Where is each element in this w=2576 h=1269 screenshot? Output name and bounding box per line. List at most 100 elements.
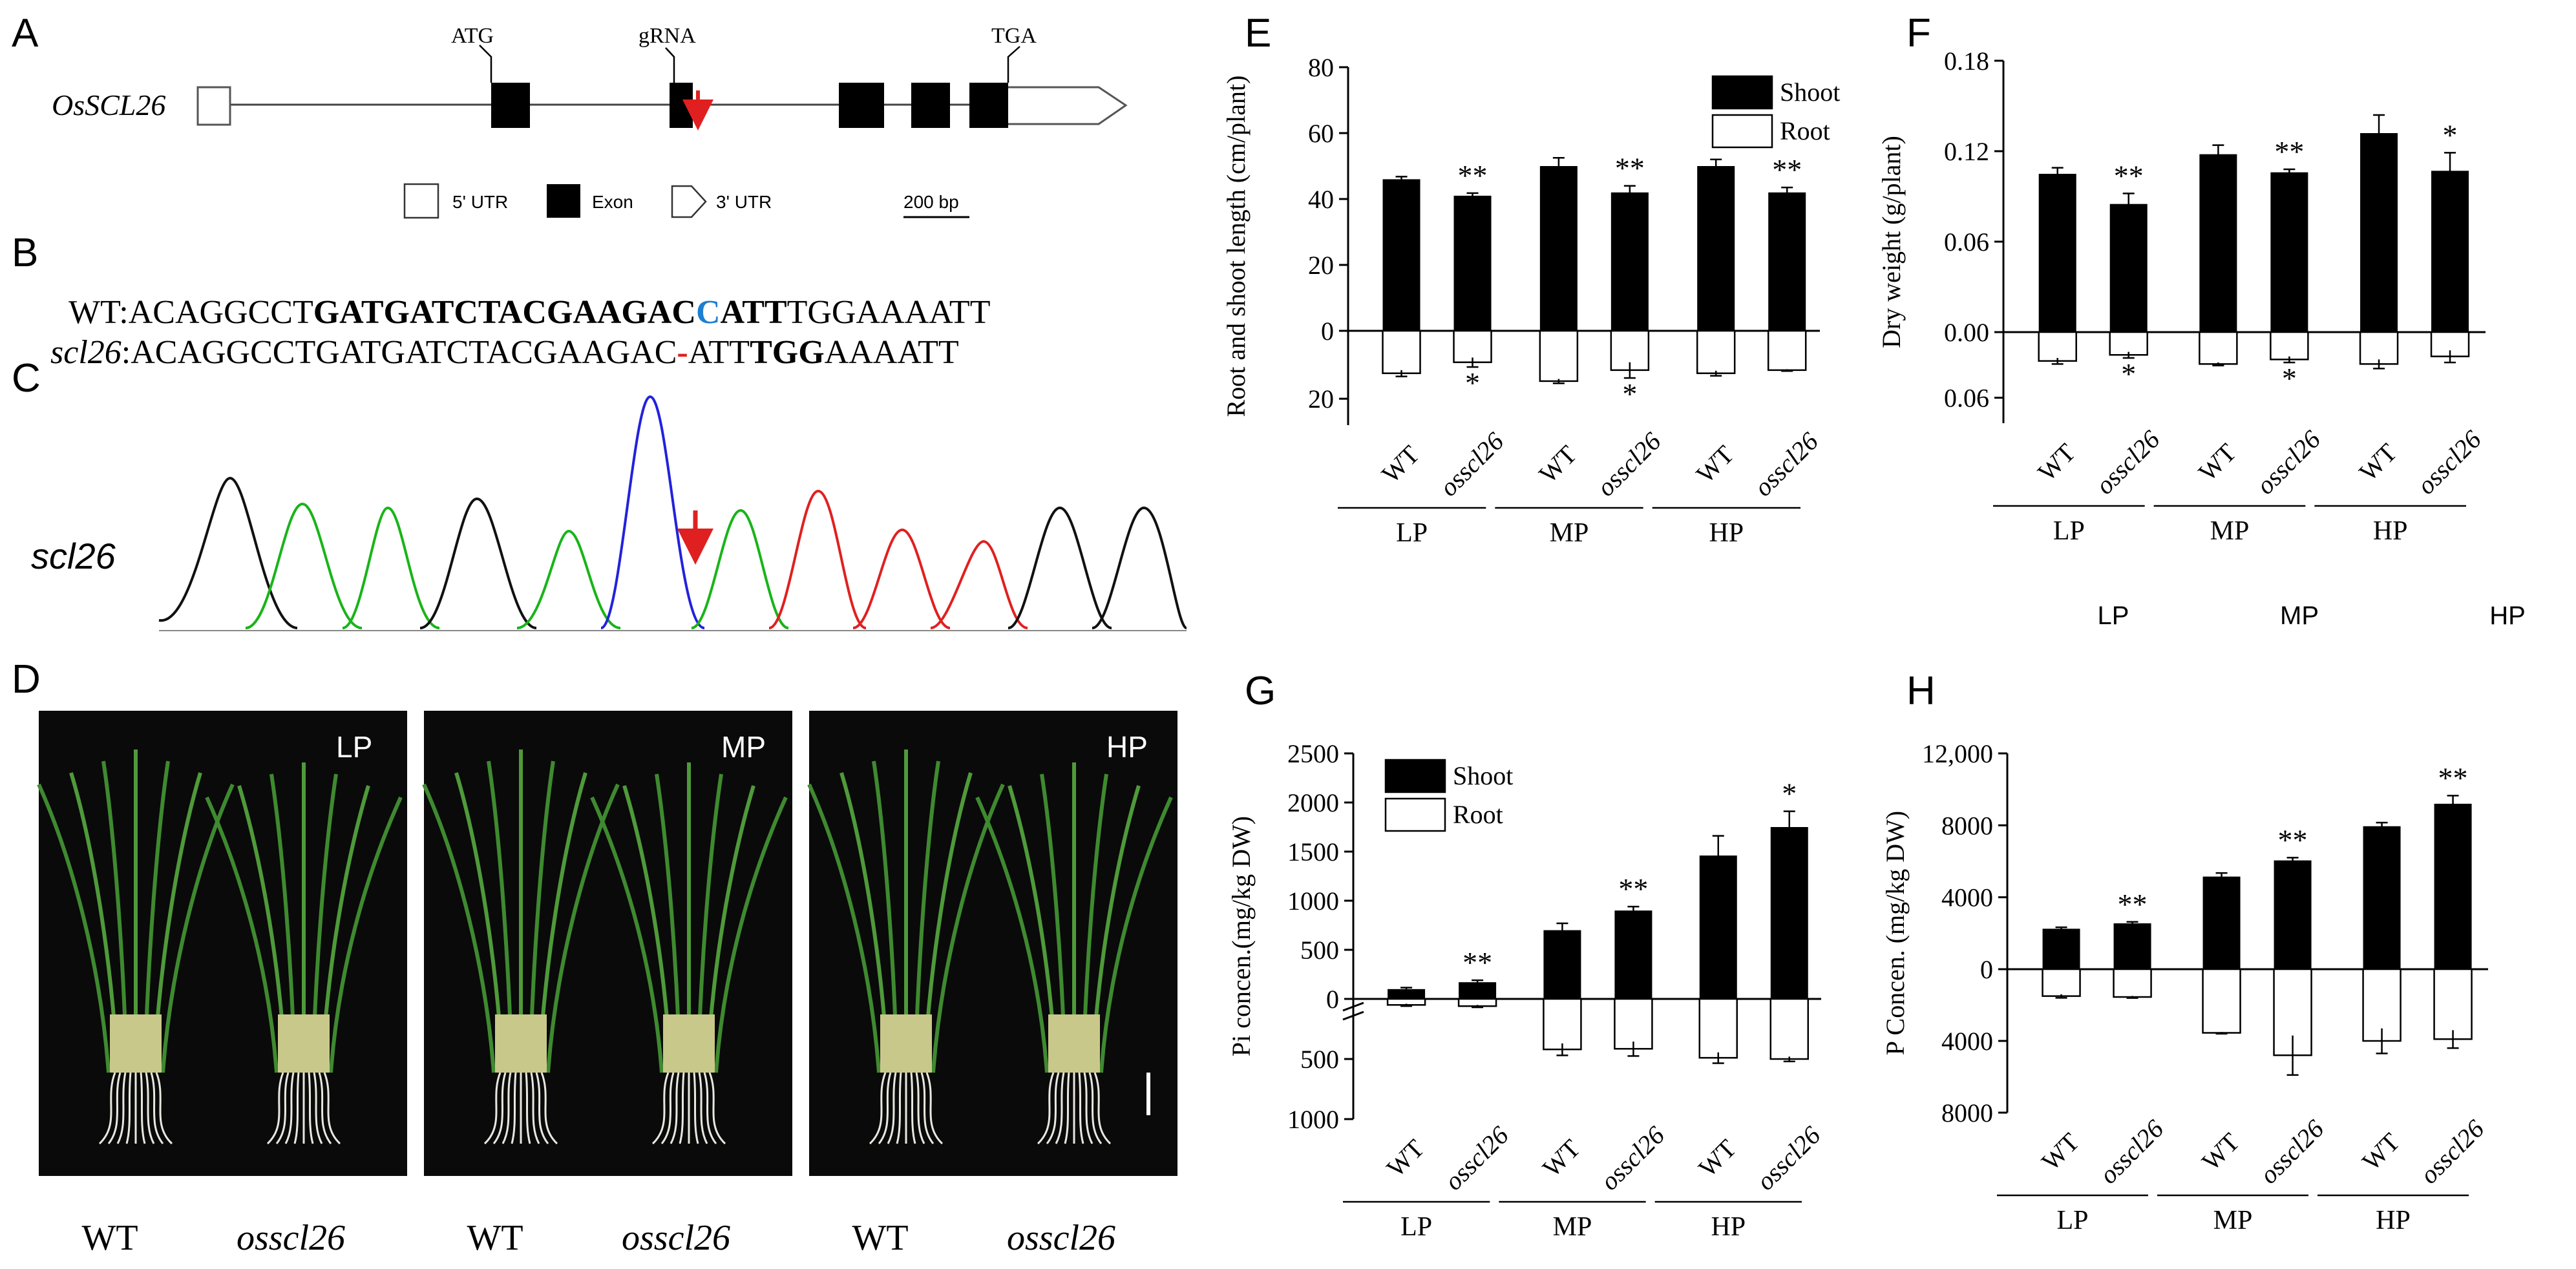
root — [703, 1072, 717, 1144]
root-significance: * — [2121, 357, 2136, 390]
legend-exon-box — [547, 184, 580, 218]
genotype-label: WT — [1376, 440, 1425, 489]
root-bar — [2433, 968, 2473, 1040]
root — [1037, 1072, 1055, 1145]
group-label: HP — [2376, 1206, 2411, 1235]
root — [670, 1072, 680, 1144]
shoot-bar — [1453, 195, 1492, 331]
y-tick-label: 2000 — [1287, 788, 1339, 817]
stem-base — [663, 1014, 715, 1073]
peak-10 — [930, 540, 1028, 629]
y-tick-label: 500 — [1300, 936, 1339, 965]
root-bar — [2038, 331, 2077, 362]
photo-lp: LP — [37, 711, 407, 1176]
photo-background — [424, 711, 792, 1176]
leaf — [205, 796, 279, 1073]
shoot-bar — [2363, 826, 2401, 969]
y-tick-label: 0.06 — [1944, 227, 1989, 257]
shoot-significance: ** — [1615, 152, 1645, 185]
genotype-label: WT — [2036, 1127, 2085, 1177]
genotype-label: WT — [1693, 1134, 1742, 1183]
extra-group-label: MP — [2280, 602, 2319, 630]
shoot-significance: ** — [1462, 946, 1492, 979]
shoot-significance: ** — [2114, 159, 2144, 192]
genotype-label: osscl26 — [1434, 426, 1510, 502]
root — [107, 1072, 121, 1144]
y-tick-label: 0.12 — [1944, 137, 1989, 166]
chart-e: 0 20 40 60 80 20 Root and shoot length (cm/pla… — [1221, 53, 1840, 548]
leaf — [422, 783, 496, 1073]
photo-background — [809, 711, 1177, 1176]
root — [492, 1072, 507, 1144]
photo-hp: HP — [807, 711, 1177, 1176]
exon-3 — [839, 83, 884, 128]
root — [501, 1072, 512, 1144]
root-bar — [1696, 330, 1736, 374]
group-label: LP — [2056, 1206, 2088, 1235]
genotype-label: WT — [1537, 1134, 1586, 1183]
genotype-label: osscl26 — [2250, 425, 2326, 500]
root — [125, 1072, 132, 1144]
genotype-label: osscl26 — [1748, 426, 1824, 502]
root — [1055, 1072, 1065, 1144]
group-label: MP — [2213, 1206, 2253, 1235]
exon-4 — [911, 83, 950, 128]
y-tick-label: 0.18 — [1944, 47, 1989, 76]
chromatogram-label: scl26 — [31, 536, 116, 576]
panel-f-letter: F — [1906, 11, 1931, 56]
legend-utr3-label: 3' UTR — [716, 192, 772, 212]
chart-h: 0 4000 8000 12,000 4000 8000 P Concen. (mg/kg … — [1881, 739, 2489, 1235]
y-tick-label: 4000 — [1941, 883, 1993, 912]
panel-a-letter: A — [12, 11, 39, 56]
root-bar — [1614, 998, 1653, 1050]
shoot-bar — [1770, 827, 1808, 999]
root — [869, 1072, 887, 1145]
group-label: LP — [2053, 516, 2085, 546]
wt-plants — [422, 750, 620, 1145]
peak-7 — [691, 509, 789, 629]
genotype-label: osscl26 — [2094, 1114, 2170, 1190]
tga-label: TGA — [991, 24, 1037, 48]
leaf — [931, 783, 1005, 1073]
peak-5 — [516, 529, 621, 629]
y-tick-label: 60 — [1308, 119, 1334, 148]
root — [878, 1072, 892, 1144]
shoot-bar — [2360, 133, 2398, 332]
root — [318, 1072, 332, 1144]
root-bar — [2202, 968, 2241, 1034]
root-bar — [2199, 331, 2238, 365]
root — [530, 1072, 540, 1144]
y-tick-label: 1000 — [1287, 1105, 1339, 1134]
legend-label: Root — [1780, 116, 1830, 145]
panel-a: A OsSCL26 ATG gRNA TGA 5' UTR Exon 3' UT… — [12, 11, 1128, 219]
photo-condition-label: HP — [1106, 730, 1148, 764]
leaf — [329, 796, 403, 1073]
stem-base — [278, 1014, 330, 1073]
root — [150, 1072, 164, 1144]
shoot-bar — [2431, 171, 2469, 332]
legend-label: Root — [1453, 800, 1503, 829]
panel-c: C scl26 — [12, 356, 1188, 631]
utr3-arrow — [1008, 86, 1128, 125]
root-bar — [2359, 331, 2399, 365]
root-bar — [1767, 330, 1807, 372]
photo-mutant-label: osscl26 — [237, 1218, 345, 1258]
group-label: LP — [1400, 1212, 1432, 1242]
root — [323, 1072, 341, 1145]
group-label: MP — [2210, 516, 2250, 546]
gene-name: OsSCL26 — [52, 89, 165, 121]
wt-sequence: WT:ACAGGCCTGATGATCTACGAAGACCATTTGGAAAATT — [69, 294, 990, 331]
peak-3 — [342, 506, 440, 629]
genotype-label: osscl26 — [1591, 426, 1667, 502]
root — [660, 1072, 675, 1144]
tga-marker — [1007, 46, 1020, 83]
root — [887, 1072, 897, 1144]
legend-shoot-swatch — [1711, 75, 1773, 110]
shoot-bar — [1614, 910, 1652, 999]
root-bar — [2270, 331, 2309, 361]
y-axis-label: Root and shoot length (cm/plant) — [1221, 76, 1251, 417]
group-label: MP — [1550, 518, 1589, 548]
y-tick-label: 0 — [1326, 985, 1339, 1014]
root — [293, 1072, 300, 1144]
shoot-bar — [2109, 204, 2148, 332]
